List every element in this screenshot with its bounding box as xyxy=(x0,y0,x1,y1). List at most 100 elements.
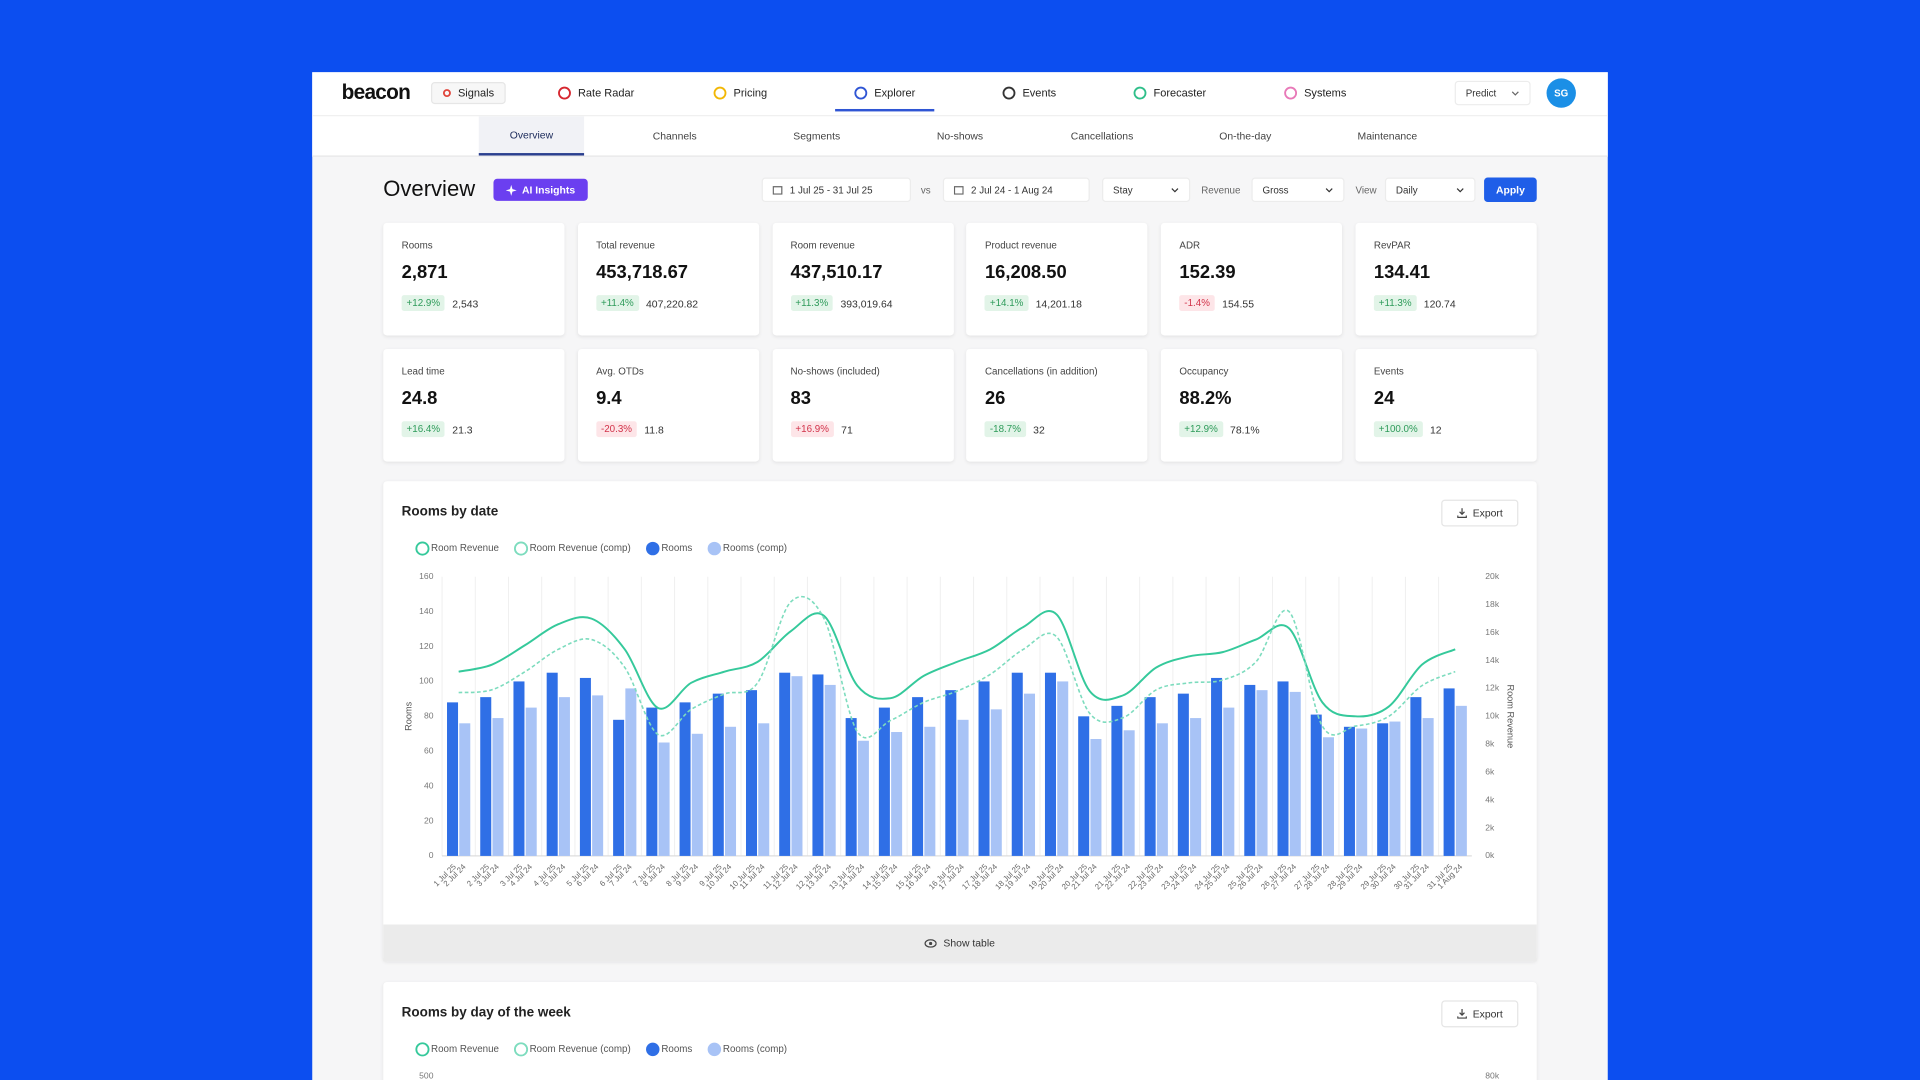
nav-item[interactable]: Events xyxy=(1002,82,1056,104)
legend-item: Rooms (comp) xyxy=(707,541,787,556)
y-tick-label: 120 xyxy=(419,641,434,651)
bar xyxy=(546,672,558,856)
kpi-card: Lead time 24.8 +16.4% 21.3 xyxy=(383,348,565,462)
bar xyxy=(857,740,869,856)
bar xyxy=(1078,716,1090,856)
basis-select[interactable]: Stay xyxy=(1102,177,1191,203)
ai-insights-button[interactable]: AI Insights xyxy=(493,178,588,201)
predict-dropdown[interactable]: Predict xyxy=(1454,80,1531,106)
legend-marker xyxy=(513,1042,529,1057)
y2-tick-label: 20k xyxy=(1485,571,1500,581)
legend-label: Room Revenue (comp) xyxy=(530,543,631,554)
kpi-change: -20.3% xyxy=(596,421,637,438)
subnav-tab[interactable]: No-shows xyxy=(936,129,984,143)
show-table-button[interactable]: Show table xyxy=(383,924,1537,962)
kpi-label: Product revenue xyxy=(984,240,1057,252)
legend-label: Rooms xyxy=(661,1044,692,1055)
calendar-icon xyxy=(953,186,964,195)
kpi-compare: 120.74 xyxy=(1423,296,1456,310)
subnav-tab[interactable]: Cancellations xyxy=(1070,129,1134,143)
nav-item[interactable]: Signals xyxy=(431,82,506,105)
bar xyxy=(1356,728,1368,856)
kpi-value: 24 xyxy=(1373,388,1395,409)
bar xyxy=(1443,688,1455,856)
compare-range-picker[interactable]: 2 Jul 24 - 1 Aug 24 xyxy=(942,177,1090,203)
kpi-compare: 14,201.18 xyxy=(1035,296,1082,310)
nav-item[interactable]: Explorer xyxy=(835,82,934,112)
y2-tick-label: 18k xyxy=(1485,599,1500,609)
avatar[interactable]: SG xyxy=(1546,78,1576,108)
bar xyxy=(558,697,570,856)
bar xyxy=(1410,697,1422,856)
bar xyxy=(459,723,471,856)
nav-icon xyxy=(713,86,727,100)
y-axis-title: Rooms xyxy=(403,701,413,730)
view-select[interactable]: Daily xyxy=(1384,177,1476,203)
kpi-change: +16.9% xyxy=(790,421,834,438)
y-tick-label: 40 xyxy=(424,780,434,790)
bar xyxy=(513,681,525,856)
legend-marker xyxy=(415,1042,430,1057)
legend-label: Room Revenue xyxy=(431,1044,499,1055)
nav-icon xyxy=(854,86,868,100)
kpi-card: No-shows (included) 83 +16.9% 71 xyxy=(772,348,954,462)
bar xyxy=(1211,677,1223,856)
kpi-label: Total revenue xyxy=(596,240,655,252)
bar xyxy=(525,707,537,856)
view-label: View xyxy=(1355,184,1377,196)
revenue-value: Gross xyxy=(1262,184,1289,196)
kpi-value: 152.39 xyxy=(1179,262,1236,283)
legend-marker xyxy=(707,541,722,556)
nav-icon xyxy=(1284,86,1298,100)
nav-item[interactable]: Forecaster xyxy=(1133,82,1206,104)
export-button[interactable]: Export xyxy=(1441,1000,1519,1028)
logo[interactable]: beacon xyxy=(341,80,411,105)
kpi-card: Events 24 +100.0% 12 xyxy=(1355,348,1537,462)
bar xyxy=(1289,691,1301,856)
export-button[interactable]: Export xyxy=(1441,499,1519,527)
legend-label: Rooms (comp) xyxy=(723,543,787,554)
apply-button[interactable]: Apply xyxy=(1484,177,1537,203)
kpi-card: Rooms 2,871 +12.9% 2,543 xyxy=(383,222,565,336)
show-table-label: Show table xyxy=(943,936,995,949)
kpi-label: Room revenue xyxy=(790,240,855,252)
bar xyxy=(924,726,936,856)
kpi-compare-row: +11.4% 407,220.82 xyxy=(596,295,740,312)
bar xyxy=(492,718,504,856)
subnav-tab[interactable]: Overview xyxy=(478,116,585,156)
kpi-compare-row: -20.3% 11.8 xyxy=(596,421,740,438)
subnav-tab[interactable]: Channels xyxy=(652,129,697,143)
nav-label: Signals xyxy=(457,86,495,100)
chevron xyxy=(1325,187,1333,192)
bar xyxy=(646,707,658,856)
bar xyxy=(625,688,637,856)
legend-item: Rooms xyxy=(646,541,692,556)
revenue-select[interactable]: Gross xyxy=(1251,177,1345,203)
date-range-picker[interactable]: 1 Jul 25 - 31 Jul 25 xyxy=(761,177,912,203)
bar xyxy=(447,702,459,856)
bar xyxy=(1177,693,1189,856)
nav-item[interactable]: Rate Radar xyxy=(557,82,634,104)
bar xyxy=(945,690,957,856)
date-range: 1 Jul 25 - 31 Jul 25 xyxy=(789,184,873,196)
nav-item[interactable]: Systems xyxy=(1283,82,1346,104)
y-tick-label: 100 xyxy=(419,676,434,686)
bar xyxy=(1090,739,1102,856)
kpi-compare-row: +16.4% 21.3 xyxy=(401,421,546,438)
kpi-compare-row: +11.3% 393,019.64 xyxy=(790,295,935,312)
subnav-tab[interactable]: Maintenance xyxy=(1357,129,1418,143)
bar xyxy=(1422,718,1434,856)
kpi-label: RevPAR xyxy=(1373,240,1411,252)
kpi-card: ADR 152.39 -1.4% 154.55 xyxy=(1161,222,1343,336)
subnav-tab[interactable]: On-the-day xyxy=(1219,129,1272,143)
nav-item[interactable]: Pricing xyxy=(713,82,768,104)
legend-label: Rooms (comp) xyxy=(723,1044,787,1055)
subnav-tab[interactable]: Segments xyxy=(793,129,841,143)
predict-label: Predict xyxy=(1465,87,1497,99)
nav-label: Pricing xyxy=(733,86,768,100)
bar xyxy=(1011,672,1023,856)
kpi-label: Rooms xyxy=(401,240,433,252)
kpi-compare: 11.8 xyxy=(644,423,664,436)
